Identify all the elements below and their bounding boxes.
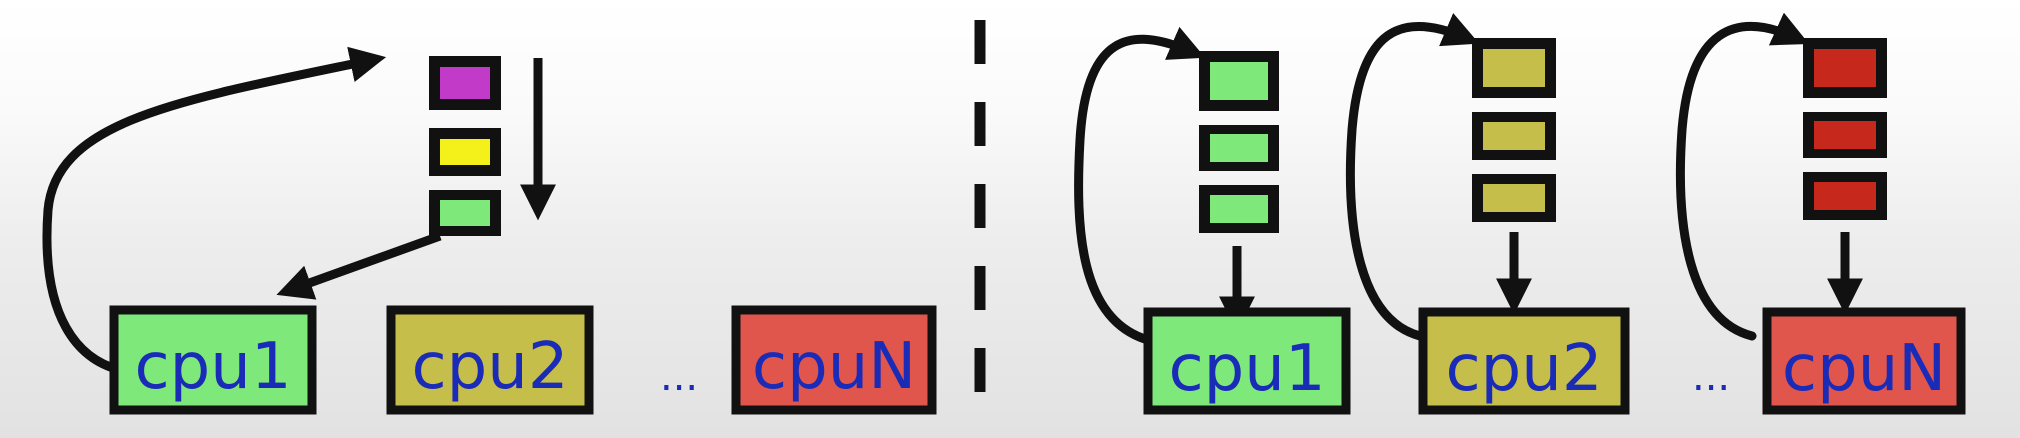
cpu2-run-queue [1472, 38, 1556, 222]
left-ellipsis: ... [660, 354, 698, 400]
dispatch-arrow [276, 231, 442, 300]
cpu1-queue-task-3 [1210, 195, 1268, 223]
queue-task-magenta [440, 67, 490, 99]
cpuN-run-queue [1803, 38, 1887, 220]
right-cpuN-label: cpuN [1782, 332, 1946, 406]
cpu2-queue-task-2 [1483, 122, 1545, 150]
return-arrow [42, 46, 387, 375]
right-ellipsis: ... [1692, 354, 1730, 400]
cpuN-queue-task-1 [1814, 49, 1876, 87]
cpuN-queue-task-3 [1814, 182, 1876, 210]
cpu1-return-arrow [1074, 26, 1206, 345]
queue-task-yellow [440, 139, 490, 165]
cpu1-queue-task-2 [1210, 134, 1268, 162]
cpuN-queue-task-2 [1814, 121, 1876, 149]
left-cpu1-box: cpu1 [109, 305, 317, 415]
right-cpu1-label: cpu1 [1168, 332, 1325, 406]
right-cpu2-box: cpu2 [1418, 307, 1630, 415]
cpu2-return-arrow [1345, 12, 1480, 341]
cpu1-queue-task-1 [1210, 62, 1268, 100]
cpu1-run-queue [1199, 51, 1279, 233]
queue-task-green [440, 200, 490, 226]
right-cpuN-box: cpuN [1762, 307, 1966, 415]
left-cpu1-label: cpu1 [134, 330, 291, 404]
right-cpu1-box: cpu1 [1143, 307, 1351, 415]
left-cpu2-label: cpu2 [411, 330, 568, 404]
left-cpuN-label: cpuN [752, 330, 916, 404]
left-cpuN-box: cpuN [731, 305, 937, 415]
shared-run-queue [429, 56, 501, 236]
left-cpu2-box: cpu2 [386, 305, 594, 415]
cpu2-queue-task-3 [1483, 184, 1545, 212]
cpuN-return-arrow [1675, 12, 1810, 341]
cpu2-queue-task-1 [1483, 49, 1545, 87]
right-cpu2-label: cpu2 [1445, 332, 1602, 406]
